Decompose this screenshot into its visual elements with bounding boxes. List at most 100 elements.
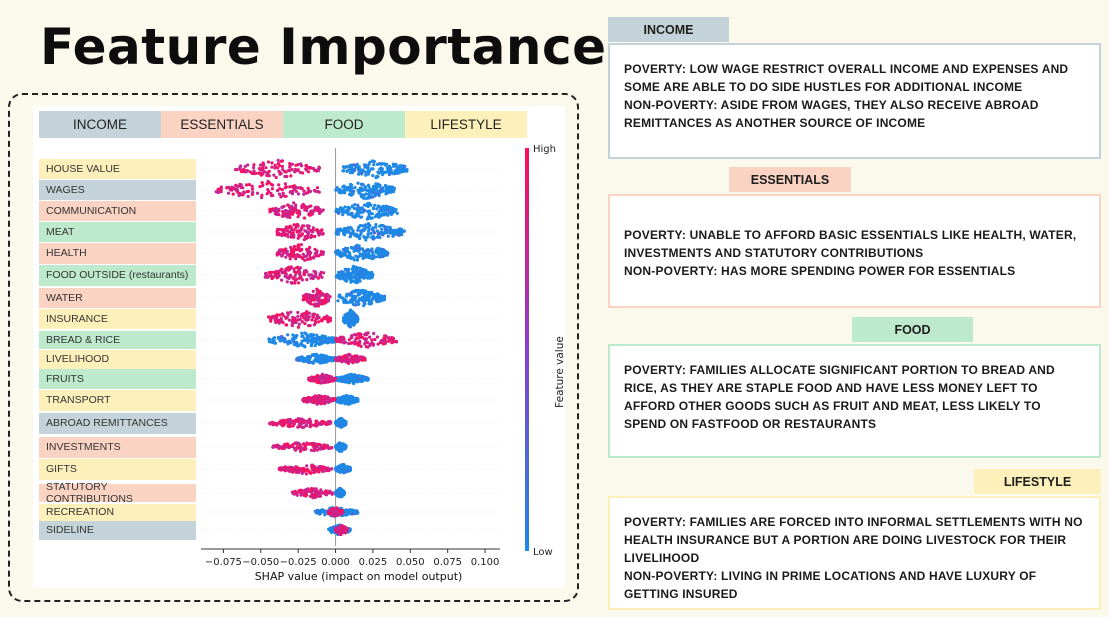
panel-text: POVERTY: FAMILIES ALLOCATE SIGNIFICANT P… — [624, 363, 1055, 431]
shap-point — [364, 163, 368, 168]
shap-point — [358, 233, 362, 237]
shap-point — [280, 253, 284, 258]
shap-point — [363, 293, 367, 298]
shap-point — [291, 443, 295, 447]
shap-point — [275, 211, 279, 215]
shap-point — [323, 444, 327, 448]
shap-point — [370, 167, 374, 171]
shap-point — [348, 322, 352, 326]
shap-point — [370, 216, 374, 220]
shap-point — [377, 189, 381, 193]
shap-point — [342, 190, 346, 195]
shap-point — [366, 170, 370, 174]
shap-point — [277, 421, 281, 425]
shap-point — [375, 212, 379, 217]
shap-point — [293, 170, 297, 174]
shap-point — [276, 166, 280, 170]
shap-point — [389, 229, 393, 234]
shap-point — [367, 226, 371, 230]
shap-point — [305, 208, 309, 213]
shap-point — [345, 229, 349, 233]
shap-point — [306, 257, 310, 261]
shap-point — [233, 167, 238, 172]
shap-point — [398, 164, 402, 168]
shap-point — [292, 210, 296, 214]
shap-point — [367, 162, 371, 166]
shap-point — [250, 171, 255, 176]
shap-point — [292, 201, 296, 205]
shap-point — [375, 162, 380, 166]
shap-point — [376, 231, 380, 236]
shap-point — [367, 290, 371, 294]
colorbar-high-label: High — [533, 144, 556, 155]
shap-point — [324, 360, 328, 364]
shap-point — [353, 354, 357, 358]
shap-point — [322, 469, 326, 473]
shap-point — [311, 313, 315, 317]
shap-point — [363, 274, 367, 278]
shap-point — [346, 205, 350, 209]
shap-point — [266, 160, 271, 164]
shap-point — [266, 275, 270, 279]
shap-point — [310, 353, 315, 357]
shap-point — [267, 270, 271, 275]
shap-point — [362, 235, 366, 239]
shap-point — [310, 339, 314, 343]
shap-point — [280, 205, 284, 210]
shap-point — [381, 186, 385, 190]
shap-point — [306, 400, 310, 404]
shap-point — [305, 424, 309, 428]
shap-point — [296, 446, 300, 450]
shap-point — [320, 302, 324, 306]
shap-point — [295, 466, 300, 470]
shap-point — [379, 223, 383, 227]
shap-point — [309, 343, 313, 347]
shap-point — [276, 158, 280, 162]
feature-label: RECREATION — [39, 503, 196, 521]
shap-point — [315, 287, 319, 291]
shap-point — [276, 274, 280, 278]
shap-point — [294, 186, 298, 190]
shap-point — [359, 344, 363, 348]
panel-food: POVERTY: FAMILIES ALLOCATE SIGNIFICANT P… — [608, 344, 1101, 458]
shap-point — [316, 380, 320, 385]
shap-point — [277, 183, 281, 187]
shap-point — [364, 238, 368, 242]
shap-point — [338, 335, 342, 339]
shap-point — [330, 467, 334, 471]
shap-point — [326, 318, 330, 322]
shap-point — [299, 243, 303, 247]
shap-point — [303, 419, 307, 423]
shap-point — [378, 235, 382, 240]
shap-point — [303, 311, 307, 316]
shap-point — [381, 231, 385, 235]
shap-point — [302, 224, 306, 228]
shap-point — [298, 255, 302, 259]
shap-point — [356, 203, 360, 207]
shap-point — [276, 319, 280, 323]
shap-point — [321, 293, 325, 297]
shap-point — [300, 278, 304, 282]
shap-point — [317, 320, 321, 324]
shap-point — [294, 189, 298, 193]
shap-point — [357, 248, 361, 252]
shap-point — [355, 246, 359, 250]
shap-point — [351, 512, 355, 516]
shap-point — [313, 448, 317, 452]
feature-label: FRUITS — [39, 369, 196, 389]
shap-point — [297, 209, 301, 213]
shap-point — [341, 375, 345, 379]
shap-point — [266, 188, 270, 192]
shap-point — [360, 274, 364, 278]
shap-point — [388, 166, 393, 170]
shap-point — [294, 254, 299, 258]
shap-point — [394, 339, 398, 343]
shap-point — [384, 205, 388, 209]
shap-point — [306, 225, 311, 229]
shap-point — [304, 494, 308, 498]
shap-point — [273, 166, 277, 170]
shap-point — [395, 165, 399, 169]
shap-point — [357, 236, 361, 240]
shap-point — [286, 203, 290, 207]
shap-point — [356, 228, 360, 232]
